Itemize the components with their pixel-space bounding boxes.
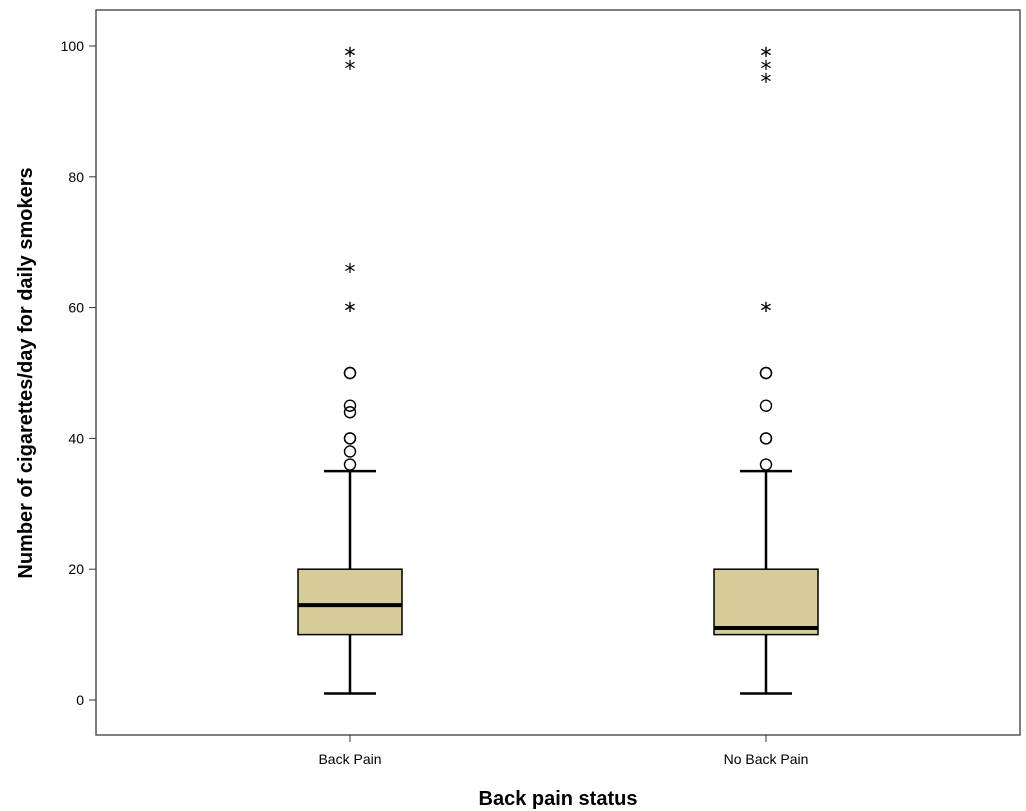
plot-area xyxy=(95,9,1021,736)
extreme-point: * xyxy=(345,58,356,83)
outlier-point xyxy=(759,432,773,445)
box-series: ************ xyxy=(297,45,819,695)
extreme-point: * xyxy=(345,300,356,325)
outlier-point xyxy=(759,366,773,380)
outlier-point xyxy=(759,399,773,412)
y-tick-label: 20 xyxy=(68,561,84,577)
outlier-point xyxy=(343,406,357,419)
extreme-point: * xyxy=(345,45,356,70)
extreme-point: * xyxy=(761,300,772,325)
extreme-point: * xyxy=(345,45,356,70)
y-axis-title: Number of cigarettes/day for daily smoke… xyxy=(15,167,37,578)
y-tick-label: 80 xyxy=(68,169,84,185)
extreme-point: * xyxy=(761,45,772,70)
outlier-point xyxy=(343,366,357,380)
y-tick-label: 100 xyxy=(61,38,85,54)
y-tick-label: 60 xyxy=(68,300,84,316)
x-axis: Back Pain No Back Pain xyxy=(318,735,808,767)
outlier-point xyxy=(343,432,357,445)
y-tick-label: 0 xyxy=(76,692,84,708)
x-tick-label: Back Pain xyxy=(318,751,381,767)
extreme-point: * xyxy=(761,300,772,325)
outlier-point xyxy=(343,399,357,412)
outlier-point xyxy=(343,458,357,471)
extreme-point: * xyxy=(761,45,772,70)
x-tick-label: No Back Pain xyxy=(724,751,809,767)
extreme-point: * xyxy=(761,71,772,96)
box-group: ****** xyxy=(713,45,819,695)
y-tick-label: 40 xyxy=(68,430,84,446)
extreme-point: * xyxy=(345,260,356,285)
iqr-box xyxy=(713,568,819,636)
y-axis: 0 20 40 60 80 100 xyxy=(61,38,96,708)
outlier-point xyxy=(759,458,773,471)
extreme-point: * xyxy=(761,58,772,83)
iqr-box xyxy=(297,568,403,636)
box-group: ****** xyxy=(297,45,403,695)
outlier-point xyxy=(343,445,357,458)
x-axis-title: Back pain status xyxy=(479,788,638,810)
extreme-point: * xyxy=(345,300,356,325)
